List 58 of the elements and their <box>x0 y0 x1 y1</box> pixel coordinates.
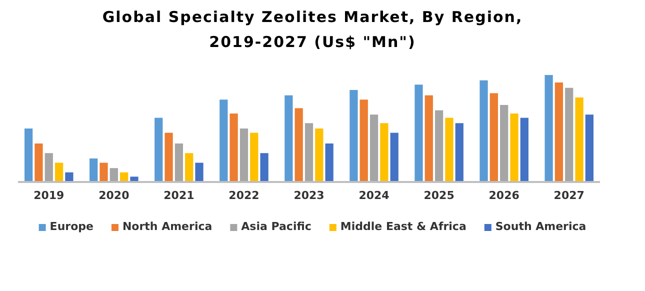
bar <box>350 90 358 182</box>
x-tick-label: 2021 <box>164 188 194 202</box>
bar <box>44 153 53 182</box>
bar <box>294 108 303 182</box>
bar <box>54 162 64 182</box>
bar <box>414 84 423 182</box>
chart-title: Global Specialty Zeolites Market, By Region, 2019-2027 (Us$ "Mn") <box>102 8 523 51</box>
x-tick-label: 2019 <box>34 188 64 202</box>
bar <box>24 128 33 182</box>
legend-label: Europe <box>50 220 94 233</box>
legend-label: South America <box>495 220 586 233</box>
bar <box>100 162 108 182</box>
bar <box>220 100 228 182</box>
bar <box>304 123 314 182</box>
x-tick-label: 2020 <box>98 188 130 202</box>
bar <box>164 132 173 182</box>
bar <box>434 110 444 182</box>
bar <box>174 143 184 182</box>
bar <box>565 88 574 182</box>
bar <box>544 75 553 182</box>
x-tick-label: 2024 <box>358 188 390 202</box>
bar <box>455 123 464 182</box>
bar <box>195 162 204 182</box>
bar <box>585 114 594 182</box>
x-tick-label: 2023 <box>294 188 324 202</box>
legend-label: Asia Pacific <box>241 220 312 233</box>
legend-label: North America <box>122 220 212 233</box>
bar <box>510 114 518 182</box>
bar <box>445 118 454 182</box>
x-tick-label: 2027 <box>554 188 584 202</box>
bar <box>380 123 388 182</box>
bar <box>250 132 258 182</box>
bar <box>284 95 293 182</box>
bar <box>240 128 248 182</box>
x-tick-label: 2022 <box>228 188 260 202</box>
bar <box>480 80 488 182</box>
bar <box>575 97 584 182</box>
bar <box>154 118 163 182</box>
bar <box>185 153 194 182</box>
bar <box>110 168 118 182</box>
bar <box>554 82 564 182</box>
bar <box>360 100 368 182</box>
x-tick-label: 2026 <box>488 188 520 202</box>
x-tick-label: 2025 <box>424 188 454 202</box>
legend-label: Middle East & Africa <box>340 220 466 233</box>
bar <box>90 158 98 182</box>
bar <box>65 172 74 182</box>
bar <box>34 143 43 182</box>
bar <box>390 132 398 182</box>
bar <box>424 95 433 182</box>
bar <box>520 118 528 182</box>
bar <box>260 153 268 182</box>
bar <box>325 143 334 182</box>
bar <box>230 114 238 182</box>
bar <box>370 114 378 182</box>
bar <box>490 93 498 182</box>
bar <box>500 104 508 182</box>
bar <box>315 128 324 182</box>
